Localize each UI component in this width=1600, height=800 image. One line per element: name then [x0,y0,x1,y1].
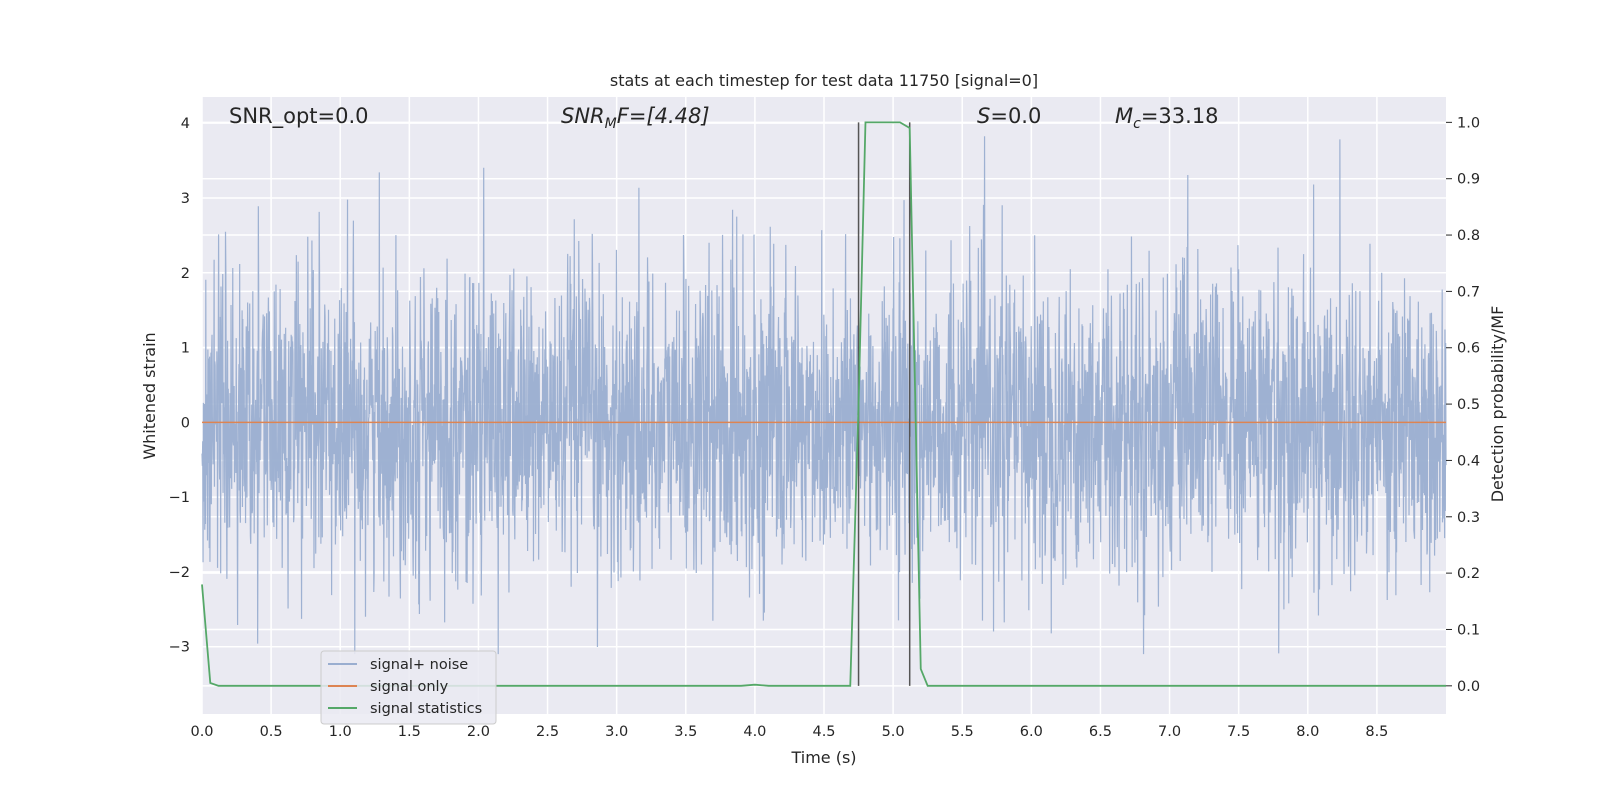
x-tick-label: 4.5 [812,724,835,740]
x-tick-label: 7.0 [1158,724,1181,740]
x-tick-label: 7.5 [1227,724,1250,740]
y-tick-label: 4 [181,116,190,132]
x-tick-label: 4.0 [743,724,766,740]
y2-tick-label: 1.0 [1457,115,1480,131]
x-tick-label: 6.0 [1020,724,1043,740]
y-tick-label: 2 [181,266,190,282]
y2-axis-ticks: 0.0 0.1 0.2 0.3 0.4 0.5 0.6 0.7 0.8 0.9 1.0 [1446,115,1480,695]
y-axis-label: Whitened strain [140,332,159,459]
x-tick-label: 3.5 [674,724,697,740]
signal-noise-series [201,136,1447,655]
y2-tick-label: 0.0 [1457,679,1480,695]
legend: signal+ noise signal only signal statist… [320,650,497,725]
y2-tick-label: 0.7 [1457,284,1480,300]
y2-tick-label: 0.6 [1457,341,1480,357]
y-tick-label: −1 [169,490,190,506]
legend-label-noise: signal+ noise [370,657,468,673]
x-axis-label: Time (s) [790,748,856,767]
legend-label-statistics: signal statistics [370,701,482,717]
chart-title: stats at each timestep for test data 117… [610,71,1038,90]
annotation-mc: Mc=33.18 [1115,104,1219,132]
noise-line [201,136,1447,655]
y-tick-label: 3 [181,191,190,207]
legend-box [320,650,497,725]
x-tick-label: 2.0 [467,724,490,740]
x-tick-label: 5.5 [951,724,974,740]
y-tick-label: −2 [169,565,190,581]
y2-tick-label: 0.3 [1457,510,1480,526]
x-tick-label: 0.5 [260,724,283,740]
x-tick-label: 8.0 [1296,724,1319,740]
x-tick-label: 1.0 [329,724,352,740]
y2-tick-label: 0.9 [1457,172,1480,188]
y2-tick-label: 0.8 [1457,228,1480,244]
y-tick-label: −3 [169,640,190,656]
y-tick-label: 0 [181,415,190,431]
x-tick-label: 0.0 [190,724,213,740]
legend-label-signal: signal only [370,679,449,695]
y2-tick-label: 0.4 [1457,453,1480,469]
y-tick-label: 1 [181,341,190,357]
x-axis-ticks: 0.0 0.5 1.0 1.5 2.0 2.5 3.0 3.5 4.0 4.5 5.0 5.5 6.0 6… [190,724,1388,740]
x-tick-label: 3.0 [605,724,628,740]
y2-tick-label: 0.2 [1457,566,1480,582]
y2-tick-label: 0.5 [1457,397,1480,413]
x-tick-label: 6.5 [1089,724,1112,740]
x-tick-label: 5.0 [882,724,905,740]
x-tick-label: 1.5 [398,724,421,740]
annotation-snr-opt: SNR_opt=0.0 [229,104,369,129]
x-tick-label: 8.5 [1365,724,1388,740]
y2-tick-label: 0.1 [1457,622,1480,638]
y-axis-ticks: −3 −2 −1 0 1 2 3 4 [169,116,190,656]
y2-axis-label: Detection probability/MF [1488,306,1507,503]
annotation-s: S=0.0 [977,104,1041,128]
annotation-snr-mf: SNRMF=[4.48] [561,104,710,132]
x-tick-label: 2.5 [536,724,559,740]
